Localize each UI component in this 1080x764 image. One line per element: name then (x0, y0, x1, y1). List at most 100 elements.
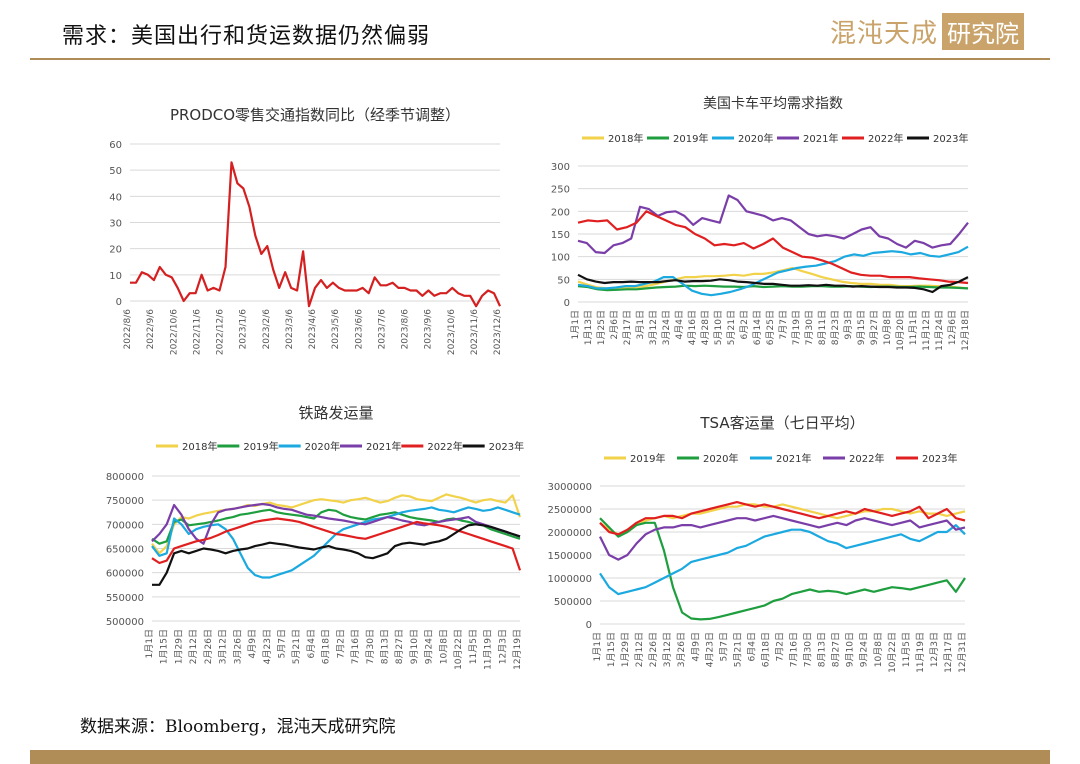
logo-box-text: 研究院 (942, 12, 1024, 50)
truck-demand-chart: 美国卡车平均需求指数 0 50 100 150 200 250 300 1月1日 1月13日 1月2… (551, 95, 971, 351)
tsa-passenger-chart: TSA客运量（七日平均） 0 500000 1000000 1500000 2000000… (547, 414, 968, 673)
legend-label: 2018年 (608, 132, 643, 145)
x-tick-label: 1月29日 (620, 632, 631, 667)
series-line-2021年 (599, 523, 966, 596)
x-tick-label: 2023/2/6 (262, 309, 272, 350)
x-tick-label: 6月4日 (306, 629, 317, 658)
x-tick-label: 1月15日 (159, 629, 170, 664)
series-line-2021年 (577, 194, 969, 255)
y-tick-label: 500000 (106, 617, 144, 628)
legend-label: 2022年 (868, 132, 903, 145)
series-line-2023年 (152, 523, 521, 586)
x-tick-label: 4月23日 (262, 629, 273, 664)
x-tick-label: 6月2日 (739, 310, 750, 339)
x-tick-label: 9月27日 (869, 310, 880, 345)
x-tick-label: 8月23日 (830, 310, 841, 345)
x-tick-label: 2023/1/6 (239, 309, 249, 350)
x-tick-label: 12月18日 (960, 310, 971, 351)
company-logo: 混沌天成 研究院 (830, 12, 1024, 50)
series-line-2022年 (599, 514, 966, 561)
y-tick-label: 30 (109, 219, 122, 230)
series-line-2023年 (577, 273, 969, 294)
x-tick-label: 3月12日 (662, 632, 673, 667)
x-tick-label: 7月19日 (791, 310, 802, 345)
x-tick-label: 2023/6/6 (354, 309, 364, 350)
y-tick-label: 200 (551, 207, 570, 218)
x-tick-label: 8月13日 (380, 629, 391, 664)
x-tick-label: 12月31日 (957, 632, 968, 673)
y-tick-label: 1000000 (547, 574, 592, 585)
y-tick-label: 600000 (106, 569, 144, 580)
series-line-2023年 (599, 500, 966, 536)
x-tick-label: 8月27日 (831, 632, 842, 667)
x-tick-label: 11月5日 (901, 632, 912, 667)
prodco-chart: PRODCO零售交通指数同比（经季节调整） 0 10 20 30 40 50 60 2022/8… (109, 106, 503, 355)
y-tick-label: 2500000 (547, 505, 592, 516)
y-tick-label: 500000 (554, 597, 592, 608)
series-line-2020年 (599, 517, 966, 621)
x-tick-label: 5月21日 (726, 310, 737, 345)
x-tick-label: 11月19日 (915, 632, 926, 673)
x-tick-label: 6月4日 (746, 632, 757, 661)
x-tick-label: 2023/3/6 (285, 309, 295, 350)
legend-label: 2020年 (703, 452, 738, 465)
x-tick-label: 9月3日 (843, 310, 854, 339)
x-tick-label: 11月24日 (934, 310, 945, 351)
x-tick-label: 8月27日 (394, 629, 405, 664)
rail-shipment-chart: 铁路发运量 500000 550000 600000 650000 700000 75000… (106, 404, 524, 670)
legend-label: 2023年 (933, 132, 968, 145)
y-tick-label: 40 (109, 192, 122, 203)
x-tick-label: 7月7日 (778, 310, 789, 339)
x-tick-label: 2023/10/6 (447, 309, 457, 355)
legend-label: 2019年 (673, 132, 708, 145)
x-tick-label: 2022/11/6 (192, 309, 202, 355)
footer-bar (30, 750, 1050, 764)
x-tick-label: 1月1日 (570, 310, 581, 339)
x-tick-label: 9月24日 (859, 632, 870, 667)
x-tick-label: 5月7日 (718, 632, 729, 661)
y-tick-label: 0 (116, 297, 122, 308)
x-tick-label: 7月30日 (365, 629, 376, 664)
x-tick-label: 6月18日 (760, 632, 771, 667)
x-tick-label: 11月19日 (483, 629, 494, 670)
x-tick-label: 9月10日 (845, 632, 856, 667)
x-tick-label: 7月2日 (335, 629, 346, 658)
x-tick-label: 12月17日 (943, 632, 954, 673)
x-tick-label: 2022/12/6 (216, 309, 226, 355)
x-tick-label: 8月13日 (817, 632, 828, 667)
header-divider (30, 58, 1050, 60)
x-tick-label: 12月6日 (947, 310, 958, 345)
x-tick-label: 7月2日 (775, 632, 786, 661)
x-tick-label: 2月12日 (188, 629, 199, 664)
x-tick-label: 3月24日 (661, 310, 672, 345)
x-tick-label: 6月14日 (752, 310, 763, 345)
x-tick-label: 4月9日 (247, 629, 258, 658)
x-tick-label: 2月12日 (634, 632, 645, 667)
x-tick-label: 2023/9/6 (424, 309, 434, 350)
series-line-2021年 (151, 502, 521, 545)
x-tick-label: 2023/11/6 (470, 309, 480, 355)
y-tick-label: 50 (557, 275, 570, 286)
legend-label: 2020年 (305, 440, 340, 453)
series-line-main (130, 161, 501, 308)
legend-label: 2018年 (182, 440, 217, 453)
x-tick-label: 11月12日 (921, 310, 932, 351)
x-tick-label: 10月20日 (895, 310, 906, 351)
y-tick-label: 550000 (106, 593, 144, 604)
x-tick-label: 3月12日 (218, 629, 229, 664)
y-tick-label: 750000 (106, 496, 144, 507)
x-tick-label: 2023/12/6 (493, 309, 503, 355)
y-tick-label: 650000 (106, 545, 144, 556)
x-tick-label: 3月12日 (648, 310, 659, 345)
legend-label: 2023年 (922, 452, 957, 465)
x-tick-label: 12月19日 (512, 629, 523, 670)
y-tick-label: 2000000 (547, 528, 592, 539)
y-tick-label: 0 (564, 298, 570, 309)
x-tick-label: 10月8日 (873, 632, 884, 667)
chart-title: 铁路发运量 (298, 404, 373, 422)
x-tick-label: 1月1日 (144, 629, 155, 658)
x-tick-label: 4月16日 (687, 310, 698, 345)
x-tick-label: 2月26日 (648, 632, 659, 667)
x-tick-label: 1月15日 (606, 632, 617, 667)
y-tick-label: 250 (551, 185, 570, 196)
